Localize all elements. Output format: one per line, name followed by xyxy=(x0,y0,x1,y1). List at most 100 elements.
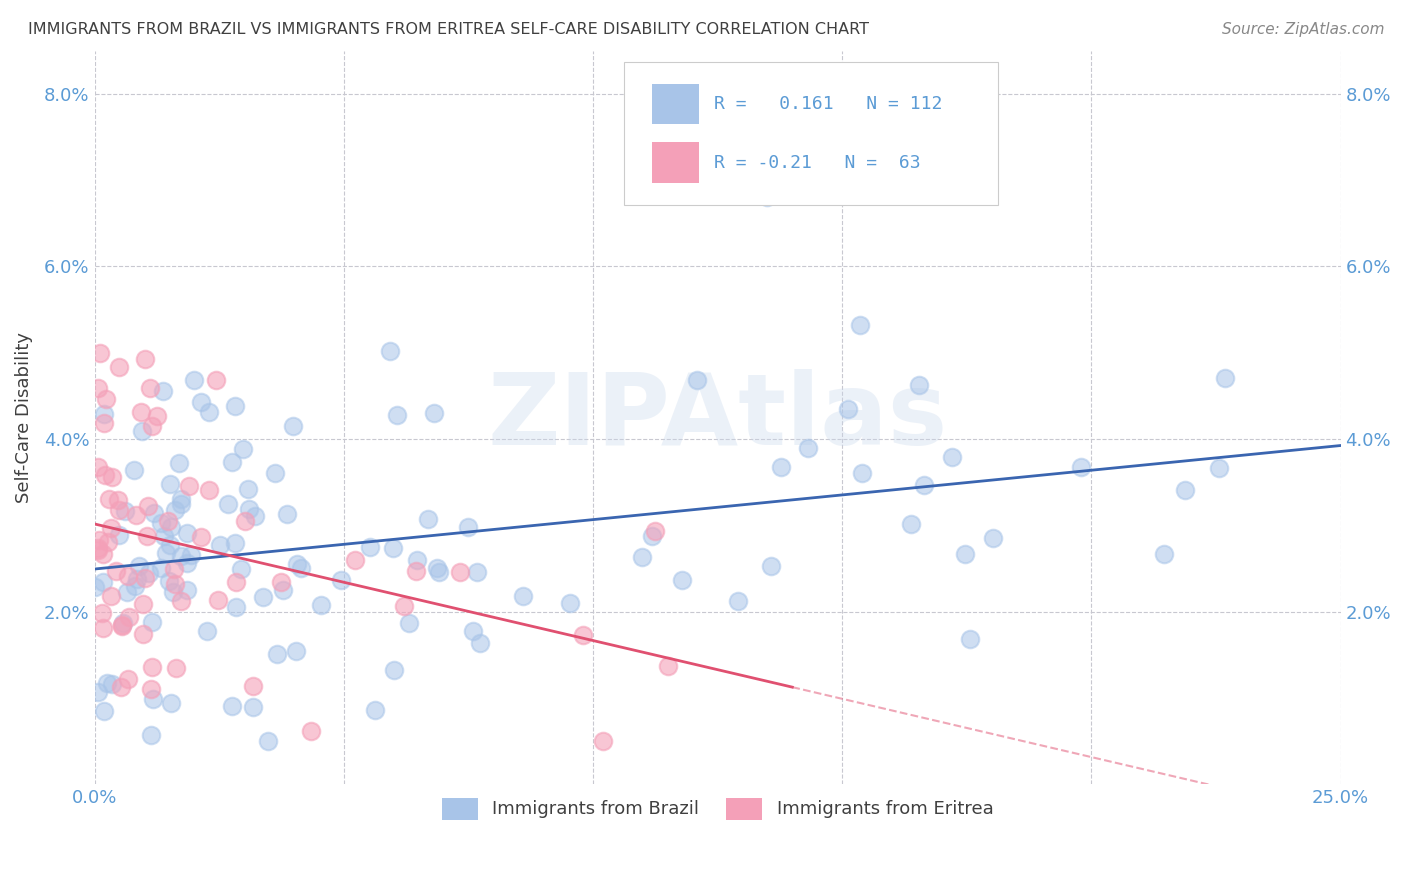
Point xyxy=(141,419,163,434)
Point xyxy=(170,491,193,506)
Point xyxy=(114,503,136,517)
Point xyxy=(141,615,163,629)
Point xyxy=(146,409,169,423)
Point xyxy=(941,450,963,464)
Point xyxy=(233,514,256,528)
Point xyxy=(558,596,581,610)
Point xyxy=(290,560,312,574)
Point xyxy=(641,529,664,543)
Point xyxy=(110,681,132,695)
Point xyxy=(136,500,159,514)
Point xyxy=(152,384,174,399)
Point xyxy=(87,684,110,698)
Point xyxy=(90,606,112,620)
Point xyxy=(229,562,252,576)
Point xyxy=(686,373,709,387)
Point xyxy=(263,467,285,481)
Point xyxy=(330,574,353,588)
Point xyxy=(449,565,471,579)
Text: ZIPAtlas: ZIPAtlas xyxy=(488,369,948,466)
Point xyxy=(131,425,153,439)
Point xyxy=(132,597,155,611)
Point xyxy=(242,679,264,693)
Point xyxy=(149,516,172,531)
Point xyxy=(281,418,304,433)
Point xyxy=(83,580,105,594)
Y-axis label: Self-Care Disability: Self-Care Disability xyxy=(15,332,32,503)
Point xyxy=(394,599,416,614)
FancyBboxPatch shape xyxy=(624,62,998,205)
Point xyxy=(134,571,156,585)
Point xyxy=(217,497,239,511)
Point xyxy=(398,616,420,631)
Bar xyxy=(651,143,699,183)
Point xyxy=(671,574,693,588)
Point xyxy=(111,618,134,632)
Point xyxy=(198,404,221,418)
Point xyxy=(107,492,129,507)
Point xyxy=(197,624,219,638)
Point xyxy=(657,659,679,673)
Point xyxy=(166,661,188,675)
Point xyxy=(134,352,156,367)
Point xyxy=(238,501,260,516)
Point xyxy=(170,549,193,563)
Point xyxy=(160,697,183,711)
Point xyxy=(91,575,114,590)
Point xyxy=(125,572,148,586)
Legend: Immigrants from Brazil, Immigrants from Eritrea: Immigrants from Brazil, Immigrants from … xyxy=(434,790,1001,827)
Point xyxy=(138,566,160,580)
Point xyxy=(128,559,150,574)
Point xyxy=(93,704,115,718)
Point xyxy=(122,463,145,477)
Point xyxy=(385,408,408,422)
Point xyxy=(165,502,187,516)
Text: R =   0.161   N = 112: R = 0.161 N = 112 xyxy=(714,95,942,113)
Point xyxy=(176,557,198,571)
Bar xyxy=(651,84,699,124)
Point xyxy=(180,548,202,562)
Point xyxy=(97,535,120,549)
Point xyxy=(287,558,309,572)
Point xyxy=(179,478,201,492)
Point xyxy=(141,728,163,742)
Point xyxy=(207,592,229,607)
Point xyxy=(849,318,872,332)
Point xyxy=(1070,459,1092,474)
Point xyxy=(243,509,266,524)
Point xyxy=(953,547,976,561)
Point xyxy=(142,692,165,706)
Point xyxy=(159,520,181,534)
Point xyxy=(124,579,146,593)
Point xyxy=(93,416,115,430)
Point xyxy=(270,574,292,589)
Point xyxy=(912,477,935,491)
Point xyxy=(416,512,439,526)
Point xyxy=(959,632,981,646)
Point xyxy=(208,538,231,552)
Point xyxy=(221,699,243,714)
Point xyxy=(135,529,157,543)
Point xyxy=(242,700,264,714)
Point xyxy=(224,536,246,550)
Point xyxy=(797,441,820,455)
Point xyxy=(271,583,294,598)
Point xyxy=(225,574,247,589)
Point xyxy=(163,561,186,575)
Point xyxy=(225,599,247,614)
Point xyxy=(427,565,450,579)
Point xyxy=(156,514,179,528)
Point xyxy=(150,561,173,575)
Point xyxy=(98,492,121,507)
Point xyxy=(301,723,323,738)
Point xyxy=(382,541,405,556)
Point xyxy=(112,615,135,630)
Point xyxy=(155,546,177,560)
Point xyxy=(87,381,110,395)
Point xyxy=(141,660,163,674)
Point xyxy=(1174,483,1197,497)
Point xyxy=(176,583,198,598)
Point xyxy=(111,618,134,632)
Point xyxy=(465,565,488,579)
Point xyxy=(101,677,124,691)
